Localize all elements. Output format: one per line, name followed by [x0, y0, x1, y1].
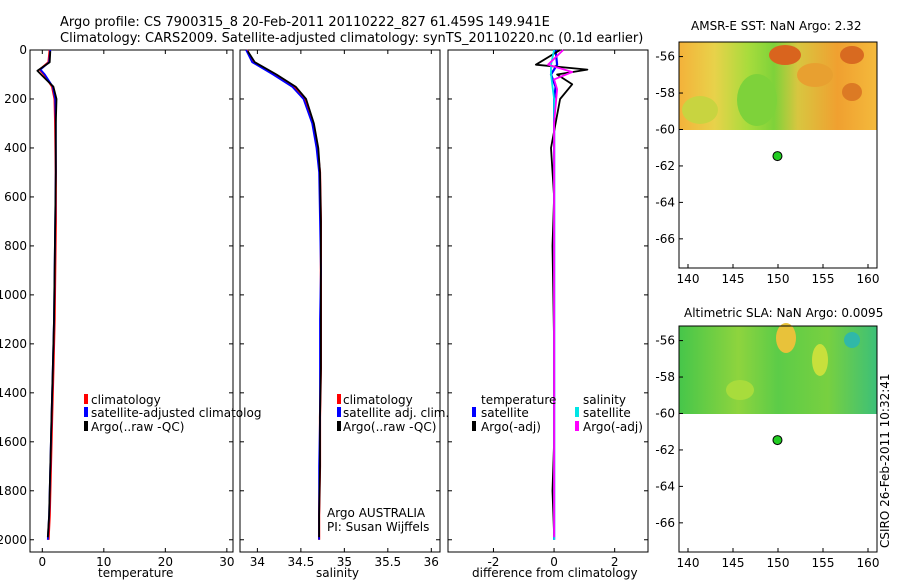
sla_map-ytick-label: -62: [655, 443, 675, 457]
salinity-annotation-line2: PI: Susan Wijffels: [327, 520, 429, 534]
salinity-xtick-label: 34.5: [288, 555, 315, 569]
legend-swatch-argo: [84, 421, 88, 431]
sst-map-title: AMSR-E SST: NaN Argo: 2.32: [691, 19, 861, 33]
temperature-panel-frame: [29, 49, 234, 553]
difference-xtick-label: 2: [611, 555, 619, 569]
legend-swatch-temp-satellite: [472, 407, 476, 417]
depth-ytick-label: 1600: [0, 435, 27, 449]
legend-label: Argo(..raw -QC): [343, 420, 436, 434]
salinity-series-line-2: [247, 50, 322, 538]
sst_map-xtick-label: 140: [677, 272, 700, 286]
figure-title-line1: Argo profile: CS 7900315_8 20-Feb-2011 2…: [60, 15, 550, 30]
legend-label: Argo(..raw -QC): [91, 420, 184, 434]
sla_map-float-marker: [772, 435, 783, 446]
temperature-xtick-label: 0: [38, 555, 46, 569]
difference-series-line-3: [547, 49, 574, 538]
depth-ytick-label: 1000: [0, 288, 27, 302]
sst_map-ytick-label: -64: [655, 195, 675, 209]
depth-ytick-label: 800: [4, 239, 27, 253]
sla_map-ytick-label: -56: [655, 334, 675, 348]
legend-swatch-temp-argo: [472, 421, 476, 431]
sla_map-ytick-label: -64: [655, 479, 675, 493]
temperature-series-line-2: [36, 51, 58, 538]
sst_map-ytick-label: -56: [655, 50, 675, 64]
legend-swatch-satellite: [337, 407, 341, 417]
sla_map-xtick-label: 140: [677, 556, 700, 570]
sla_map-ytick-label: -58: [655, 370, 675, 384]
legend-swatch-sal-argo: [575, 421, 579, 431]
legend-group-title: temperature: [481, 393, 556, 407]
sla-map-title: Altimetric SLA: NaN Argo: 0.0095: [684, 306, 883, 320]
sla-map-raster: [679, 323, 877, 414]
difference-series-line-1: [535, 49, 589, 535]
sla_map-xtick-label: 150: [767, 556, 790, 570]
salinity-xtick-label: 34: [250, 555, 265, 569]
sst_map-xtick-label: 160: [857, 272, 880, 286]
sst_map-float-marker: [772, 151, 783, 162]
footer-stamp: CSIRO 26-Feb-2011 10:32:41: [878, 373, 892, 548]
sst_map-xtick-label: 150: [767, 272, 790, 286]
legend-swatch-climatology: [337, 394, 341, 404]
depth-ytick-label: 1800: [0, 484, 27, 498]
legend-label: climatology: [343, 393, 413, 407]
depth-ytick-label: 2000: [0, 533, 27, 547]
sla_map-ytick-label: -60: [655, 406, 675, 420]
temperature-xtick-label: 10: [96, 555, 111, 569]
depth-ytick-label: 1400: [0, 386, 27, 400]
sla_map-xtick-label: 155: [812, 556, 835, 570]
legend-label: satellite-adjusted climatolog: [91, 406, 261, 420]
sst-map-raster: [679, 42, 877, 130]
depth-ytick-label: 400: [4, 141, 27, 155]
difference-legend: temperature satellite Argo(-adj) salinit…: [472, 393, 643, 434]
depth-ytick-label: 200: [4, 92, 27, 106]
legend-swatch-sal-satellite: [575, 407, 579, 417]
temperature-axis-label: temperature: [98, 566, 173, 580]
depth-ytick-label: 0: [19, 43, 27, 57]
salinity-series-line-1: [245, 49, 322, 540]
depth-ytick-label: 1200: [0, 337, 27, 351]
sst_map-xtick-label: 145: [722, 272, 745, 286]
temperature-xtick-label: 20: [158, 555, 173, 569]
salinity-annotation-line1: Argo AUSTRALIA: [327, 506, 426, 520]
legend-label: Argo(-adj): [481, 420, 541, 434]
sst_map-xtick-label: 155: [812, 272, 835, 286]
sla_map-ytick-label: -66: [655, 516, 675, 530]
figure-title-line2: Climatology: CARS2009. Satellite-adjuste…: [60, 31, 643, 46]
legend-label: Argo(-adj): [583, 420, 643, 434]
legend-label: satellite: [481, 406, 529, 420]
legend-swatch-climatology: [84, 394, 88, 404]
salinity-series-line-0: [246, 49, 322, 540]
depth-ytick-label: 600: [4, 190, 27, 204]
difference-axis-label: difference from climatology: [472, 566, 638, 580]
salinity-xtick-label: 35.5: [374, 555, 401, 569]
sla_map-xtick-label: 145: [722, 556, 745, 570]
sst_map-ytick-label: -66: [655, 232, 675, 246]
sla_map-xtick-label: 160: [857, 556, 880, 570]
salinity-panel-frame: [239, 49, 441, 553]
salinity-xtick-label: 35: [337, 555, 352, 569]
salinity-xtick-label: 36: [424, 555, 439, 569]
sst_map-ytick-label: -60: [655, 122, 675, 136]
difference-panel-frame: [447, 49, 649, 553]
difference-xtick-label: 0: [550, 555, 558, 569]
temperature-legend: climatology satellite-adjusted climatolo…: [84, 393, 261, 434]
salinity-legend: climatology satellite adj. clim. Argo(..…: [327, 393, 449, 534]
legend-group-title: salinity: [583, 393, 626, 407]
sst_map-ytick-label: -62: [655, 159, 675, 173]
salinity-axis-label: salinity: [316, 566, 359, 580]
legend-label: satellite: [583, 406, 631, 420]
difference-xtick-label: -2: [487, 555, 499, 569]
legend-swatch-satellite: [84, 407, 88, 417]
legend-label: climatology: [91, 393, 161, 407]
sst_map-ytick-label: -58: [655, 86, 675, 100]
legend-swatch-argo: [337, 421, 341, 431]
temperature-xtick-label: 30: [219, 555, 234, 569]
legend-label: satellite adj. clim.: [343, 406, 449, 420]
